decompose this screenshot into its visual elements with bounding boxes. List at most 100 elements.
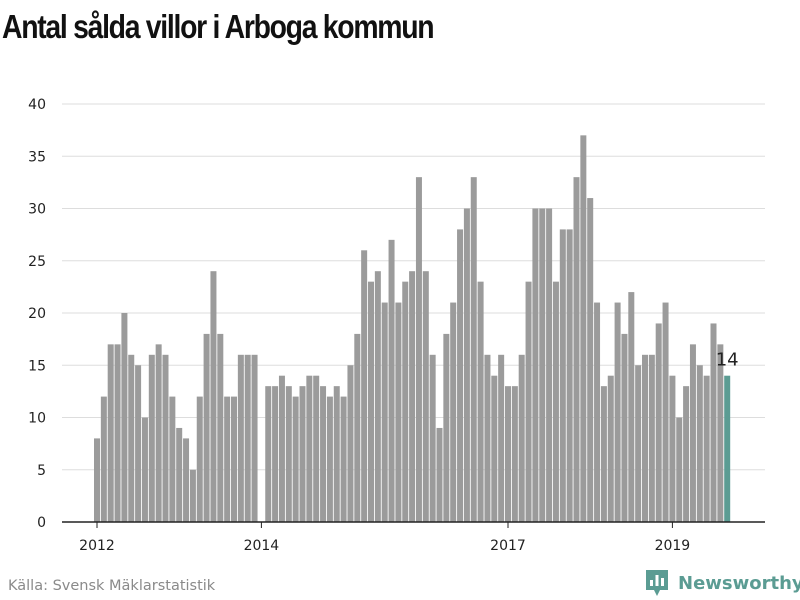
x-tick-label: 2017 — [490, 538, 526, 554]
source-note: Källa: Svensk Mäklarstatistik — [8, 578, 216, 594]
bar — [285, 386, 292, 522]
bar — [299, 386, 306, 522]
bar — [463, 208, 470, 522]
bar — [648, 354, 655, 522]
bar — [306, 375, 313, 522]
bar — [176, 427, 183, 522]
bar — [669, 375, 676, 522]
bar — [429, 354, 436, 522]
bar — [614, 302, 621, 522]
bar — [498, 354, 505, 522]
bar — [121, 313, 128, 522]
bar — [340, 396, 347, 522]
bar — [320, 386, 327, 522]
bar — [292, 396, 299, 522]
bar — [189, 469, 196, 522]
bar — [600, 386, 607, 522]
bar — [532, 208, 539, 522]
bar — [272, 386, 279, 522]
bar — [402, 281, 409, 522]
bar — [210, 271, 217, 522]
bar — [436, 427, 443, 522]
brand-name: Newsworthy — [678, 572, 800, 594]
bar — [683, 386, 690, 522]
bar — [457, 229, 464, 522]
bar — [278, 375, 285, 522]
bar — [128, 354, 135, 522]
y-tick-label: 10 — [28, 411, 46, 427]
y-tick-label: 25 — [28, 254, 46, 270]
bar — [724, 375, 731, 522]
bar — [676, 417, 683, 522]
bar — [717, 344, 724, 522]
bar — [148, 354, 155, 522]
x-tick-label: 2014 — [244, 538, 280, 554]
bar — [374, 271, 381, 522]
bar — [224, 396, 231, 522]
bar — [580, 135, 587, 522]
bar — [141, 417, 148, 522]
x-tick-label: 2012 — [79, 538, 115, 554]
bar — [361, 250, 368, 523]
bar — [244, 354, 251, 522]
bar — [107, 344, 114, 522]
chart-title: Antal sålda villor i Arboga kommun — [2, 8, 435, 45]
bar — [539, 208, 546, 522]
bar — [368, 281, 374, 522]
bar — [313, 375, 320, 522]
bar — [450, 302, 457, 522]
bar — [114, 344, 121, 522]
bar — [381, 302, 388, 522]
brand[interactable]: Newsworthy — [644, 568, 800, 598]
bar — [422, 271, 429, 522]
bar — [415, 177, 422, 522]
last-value-label: 14 — [716, 350, 739, 371]
bar — [326, 396, 333, 522]
bar — [621, 333, 628, 522]
y-tick-label: 20 — [28, 306, 46, 322]
y-tick-label: 15 — [28, 358, 46, 374]
bar — [231, 396, 237, 522]
y-tick-label: 5 — [37, 463, 46, 479]
bar — [162, 354, 169, 522]
bar — [217, 333, 224, 522]
bar — [594, 302, 601, 522]
bar — [655, 323, 662, 522]
bar — [196, 396, 203, 522]
bar — [525, 281, 532, 522]
bar — [183, 438, 190, 522]
x-tick-label: 2019 — [655, 538, 691, 554]
bar — [251, 354, 258, 522]
bar — [484, 354, 491, 522]
bar — [265, 386, 272, 522]
bar — [559, 229, 566, 522]
bar — [443, 333, 450, 522]
y-tick-label: 35 — [28, 149, 46, 165]
y-tick-label: 0 — [37, 515, 46, 531]
bar — [573, 177, 580, 522]
bar — [347, 365, 354, 522]
bar — [587, 198, 594, 523]
bar — [607, 375, 614, 522]
bar — [477, 281, 484, 522]
bar — [710, 323, 717, 522]
bar — [635, 365, 642, 522]
bar — [552, 281, 559, 522]
bar — [354, 333, 361, 522]
bar — [237, 354, 244, 522]
bar — [155, 344, 162, 522]
bar — [100, 396, 107, 522]
bar — [566, 229, 573, 522]
bar — [642, 354, 648, 522]
bar — [409, 271, 416, 522]
y-tick-label: 40 — [28, 97, 46, 113]
bar — [395, 302, 402, 522]
bar — [662, 302, 669, 522]
bar — [470, 177, 477, 522]
bar — [696, 365, 703, 522]
bar — [135, 365, 142, 522]
bar — [333, 386, 340, 522]
bar — [203, 333, 210, 522]
y-tick-label: 30 — [28, 202, 46, 218]
